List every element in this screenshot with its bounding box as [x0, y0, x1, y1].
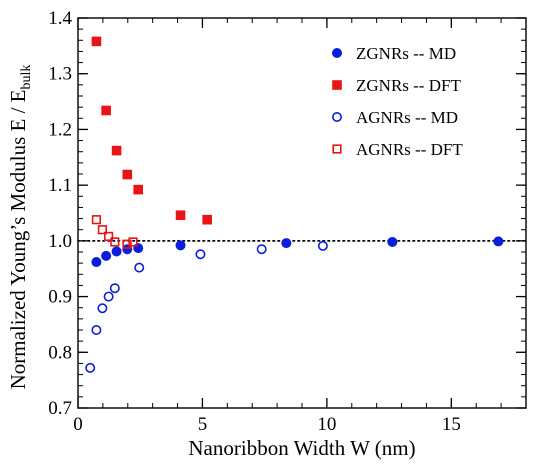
data-point	[101, 105, 111, 116]
y-tick-label: 1.2	[48, 119, 72, 140]
data-point	[85, 362, 96, 373]
data-point	[195, 249, 206, 260]
y-axis-label-subscript: bulk	[19, 65, 34, 90]
data-point	[104, 231, 114, 242]
data-points	[85, 36, 504, 373]
data-point	[281, 238, 292, 249]
legend: ZGNRs -- MD ZGNRs -- DFT AGNRs -- MD AGNRs …	[331, 44, 463, 159]
data-point	[122, 244, 133, 255]
data-point	[91, 36, 102, 47]
data-point	[387, 236, 398, 247]
y-axis-label-main: Normalized Young’s Modulus E / E	[6, 90, 30, 390]
legend-marker	[332, 80, 342, 90]
data-point	[493, 236, 504, 247]
y-tick-label: 0.7	[48, 398, 72, 419]
series-1	[91, 236, 504, 268]
x-tick-label: 15	[442, 414, 461, 435]
legend-label: AGNRs -- DFT	[356, 140, 463, 159]
data-point	[97, 303, 108, 314]
legend-item-2: ZGNRs -- DFT	[332, 76, 461, 95]
legend-item-1: ZGNRs -- MD	[332, 44, 456, 63]
y-tick-label: 1.1	[48, 175, 72, 196]
legend-label: AGNRs -- MD	[356, 108, 458, 127]
legend-label: ZGNRs -- DFT	[356, 76, 461, 95]
y-axis-label: Normalized Young’s Modulus E / Ebulk	[6, 65, 34, 390]
legend-marker	[331, 112, 342, 123]
data-point	[122, 239, 132, 249]
y-tick-label: 1.0	[48, 231, 72, 252]
series-3	[85, 240, 328, 373]
legend-item-4: AGNRs -- DFT	[332, 140, 463, 159]
data-point	[111, 145, 122, 156]
series-4	[91, 215, 138, 249]
legend-marker	[332, 144, 342, 154]
data-point	[175, 240, 186, 251]
x-axis-label: Nanoribbon Width W (nm)	[188, 436, 415, 460]
data-point	[134, 262, 145, 273]
plot-frame	[77, 17, 527, 409]
data-point	[97, 225, 107, 235]
data-point	[91, 257, 102, 268]
data-point	[128, 237, 138, 247]
data-point	[133, 243, 144, 254]
data-point	[175, 210, 186, 221]
data-point	[111, 246, 122, 257]
x-tick-label: 5	[198, 414, 208, 435]
data-point	[256, 244, 267, 255]
y-tick-label: 0.8	[48, 342, 72, 363]
x-tick-label: 10	[317, 414, 336, 435]
data-point	[202, 214, 212, 225]
data-point	[101, 250, 112, 261]
data-point	[103, 291, 114, 302]
data-point	[122, 169, 133, 180]
legend-item-3: AGNRs -- MD	[331, 108, 458, 127]
tick-labels: 0 5 10 15 0.7 0.8 0.9 1.0 1.1 1.2 1.3 1.4	[48, 8, 461, 435]
y-tick-label: 0.9	[48, 287, 72, 308]
series-2	[91, 36, 212, 225]
legend-label: ZGNRs -- MD	[356, 44, 456, 63]
data-point	[91, 215, 102, 225]
x-tick-label: 0	[73, 414, 83, 435]
data-point	[317, 240, 328, 251]
y-tick-label: 1.4	[48, 8, 72, 29]
y-tick-label: 1.3	[48, 64, 72, 85]
legend-marker	[332, 48, 342, 58]
data-point	[91, 324, 102, 335]
data-point	[133, 184, 144, 195]
data-point	[109, 283, 120, 294]
data-point	[110, 237, 120, 247]
